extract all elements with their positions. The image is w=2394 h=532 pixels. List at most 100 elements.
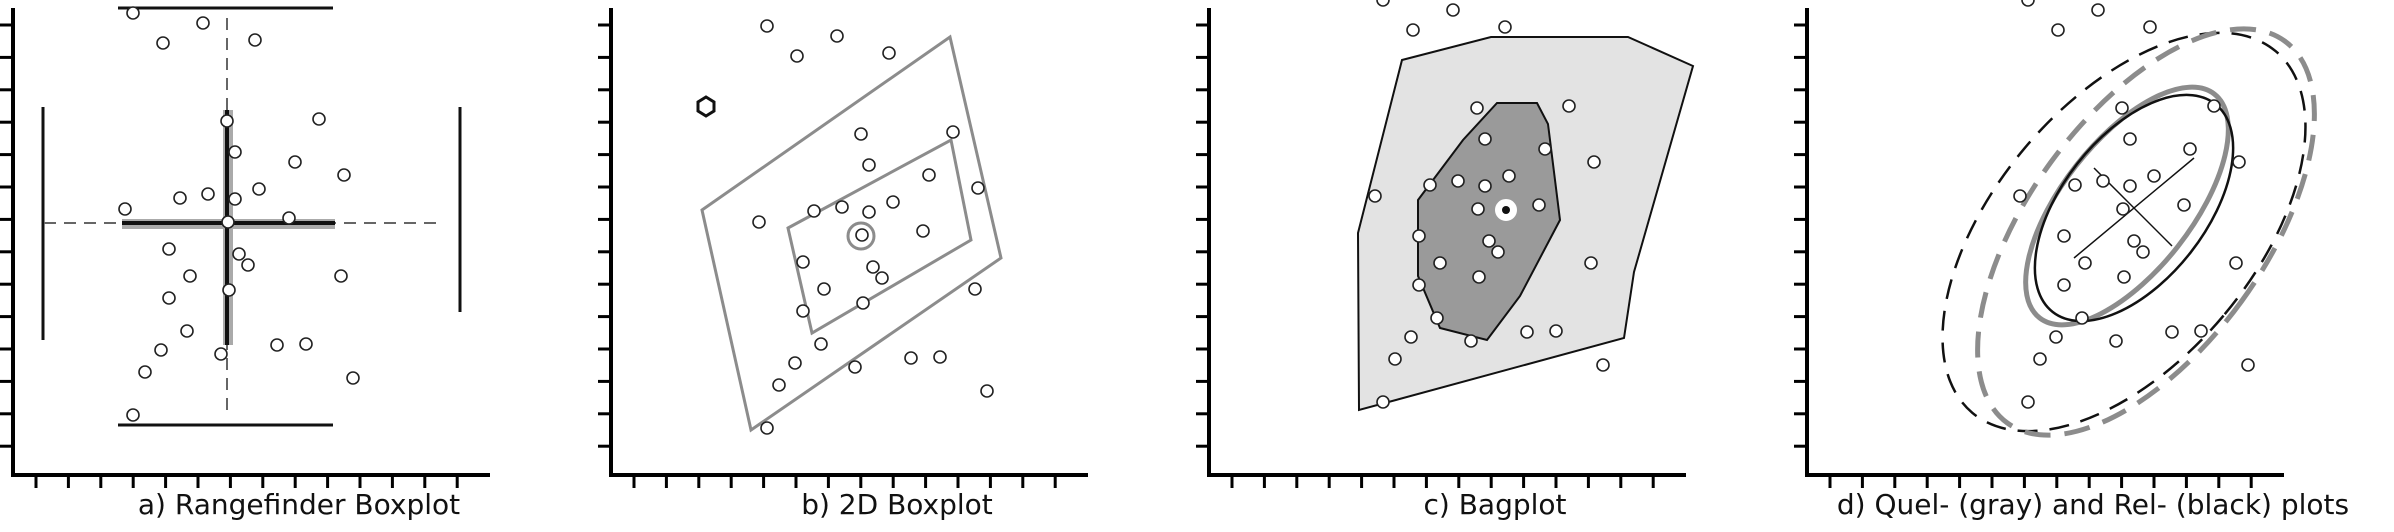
boxplot-elements — [696, 34, 1003, 433]
data-point — [1376, 0, 1390, 7]
data-point — [980, 384, 994, 398]
data-point — [1412, 278, 1426, 292]
data-point — [2057, 229, 2071, 243]
data-point — [1520, 325, 1534, 339]
data-point — [1464, 334, 1478, 348]
data-point — [312, 112, 326, 126]
ellipses — [1941, 26, 2317, 438]
points — [118, 6, 360, 422]
data-point — [866, 260, 880, 274]
data-point — [2013, 189, 2027, 203]
data-point — [916, 224, 930, 238]
data-point — [334, 269, 348, 283]
data-point — [788, 356, 802, 370]
data-point — [2143, 20, 2157, 34]
data-point — [2147, 169, 2161, 183]
data-point — [1406, 23, 1420, 37]
data-point — [2123, 132, 2137, 146]
data-point — [2033, 352, 2047, 366]
data-point — [2115, 101, 2129, 115]
data-point — [856, 296, 870, 310]
rangefinder-elements — [41, 6, 462, 427]
data-point — [886, 195, 900, 209]
data-point — [1549, 324, 1563, 338]
data-point — [126, 6, 140, 20]
data-point — [173, 191, 187, 205]
data-point — [214, 347, 228, 361]
data-point — [2021, 0, 2035, 7]
data-point — [2109, 334, 2123, 348]
data-point — [946, 125, 960, 139]
axis-lines — [1207, 8, 1686, 477]
data-point — [2116, 202, 2130, 216]
data-point — [1532, 198, 1546, 212]
data-point — [1587, 155, 1601, 169]
data-point — [222, 283, 236, 297]
data-point — [2136, 245, 2150, 259]
data-point — [162, 291, 176, 305]
data-point — [790, 49, 804, 63]
rangefinder-plot — [0, 6, 490, 488]
data-point — [1562, 99, 1576, 113]
data-point — [2075, 311, 2089, 325]
inner-box — [786, 137, 973, 336]
data-point — [2207, 99, 2221, 113]
axis-lines — [609, 8, 1088, 477]
data-point — [180, 324, 194, 338]
data-point — [2078, 256, 2092, 270]
data-point — [1451, 174, 1465, 188]
data-point — [2165, 325, 2179, 339]
data-point — [862, 205, 876, 219]
data-point — [1584, 256, 1598, 270]
data-point — [796, 255, 810, 269]
data-point — [760, 19, 774, 33]
axes — [1794, 8, 2284, 488]
data-point — [772, 378, 786, 392]
points — [752, 19, 994, 435]
quel-outer-ellipse — [1975, 26, 2317, 438]
data-point — [1502, 169, 1516, 183]
data-point — [2127, 234, 2141, 248]
quel-rel-plot — [1794, 0, 2317, 488]
data-point — [1368, 189, 1382, 203]
data-point — [154, 343, 168, 357]
data-point — [2123, 179, 2137, 193]
data-point — [814, 337, 828, 351]
data-point — [162, 242, 176, 256]
data-point — [933, 350, 947, 364]
data-point — [807, 204, 821, 218]
data-point — [882, 46, 896, 60]
axes — [1196, 8, 1686, 488]
data-point — [270, 338, 284, 352]
data-point — [1376, 395, 1390, 409]
data-point — [1538, 142, 1552, 156]
data-point — [1491, 245, 1505, 259]
data-point — [2096, 174, 2110, 188]
data-point — [1482, 234, 1496, 248]
outer-fence — [700, 34, 1003, 433]
data-point — [2183, 142, 2197, 156]
data-point — [228, 145, 242, 159]
median-marker — [846, 221, 876, 251]
data-point — [1470, 101, 1484, 115]
data-point — [1430, 311, 1444, 325]
points — [1368, 0, 1610, 409]
axes — [0, 8, 490, 488]
data-point — [228, 192, 242, 206]
rel-outer-ellipse — [1941, 31, 2307, 433]
data-point — [971, 181, 985, 195]
data-point — [248, 33, 262, 47]
data-point — [817, 282, 831, 296]
caption-d: d) Quel- (gray) and Rel- (black) plots — [1836, 488, 2350, 521]
outlier-marker — [696, 95, 716, 118]
data-point — [1478, 179, 1492, 193]
data-point — [1433, 256, 1447, 270]
data-point — [156, 36, 170, 50]
data-point — [1404, 330, 1418, 344]
data-point — [904, 351, 918, 365]
caption-c: c) Bagplot — [1423, 488, 1567, 521]
data-point — [2232, 155, 2246, 169]
data-point — [183, 269, 197, 283]
axes — [598, 8, 1088, 488]
data-point — [835, 200, 849, 214]
